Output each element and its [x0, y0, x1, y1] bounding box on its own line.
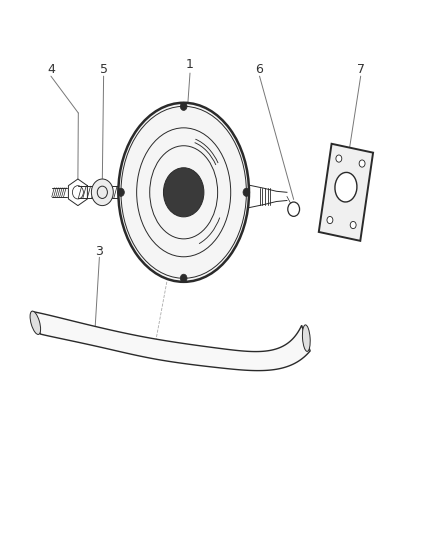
- Polygon shape: [32, 311, 309, 370]
- Circle shape: [180, 102, 187, 110]
- Circle shape: [335, 155, 341, 162]
- Ellipse shape: [30, 311, 40, 334]
- Text: 5: 5: [99, 63, 107, 76]
- Circle shape: [163, 168, 203, 217]
- Circle shape: [350, 221, 355, 229]
- Circle shape: [91, 179, 113, 206]
- Circle shape: [358, 160, 364, 167]
- Circle shape: [117, 188, 124, 196]
- Text: 4: 4: [47, 63, 55, 76]
- Text: 3: 3: [95, 245, 103, 257]
- Text: 1: 1: [186, 58, 194, 71]
- Circle shape: [326, 216, 332, 224]
- Polygon shape: [318, 144, 372, 241]
- Circle shape: [180, 274, 187, 282]
- Ellipse shape: [118, 103, 248, 282]
- Circle shape: [243, 188, 249, 196]
- Text: 7: 7: [356, 63, 364, 76]
- Ellipse shape: [334, 172, 356, 202]
- Text: 6: 6: [255, 63, 263, 76]
- Ellipse shape: [302, 325, 310, 351]
